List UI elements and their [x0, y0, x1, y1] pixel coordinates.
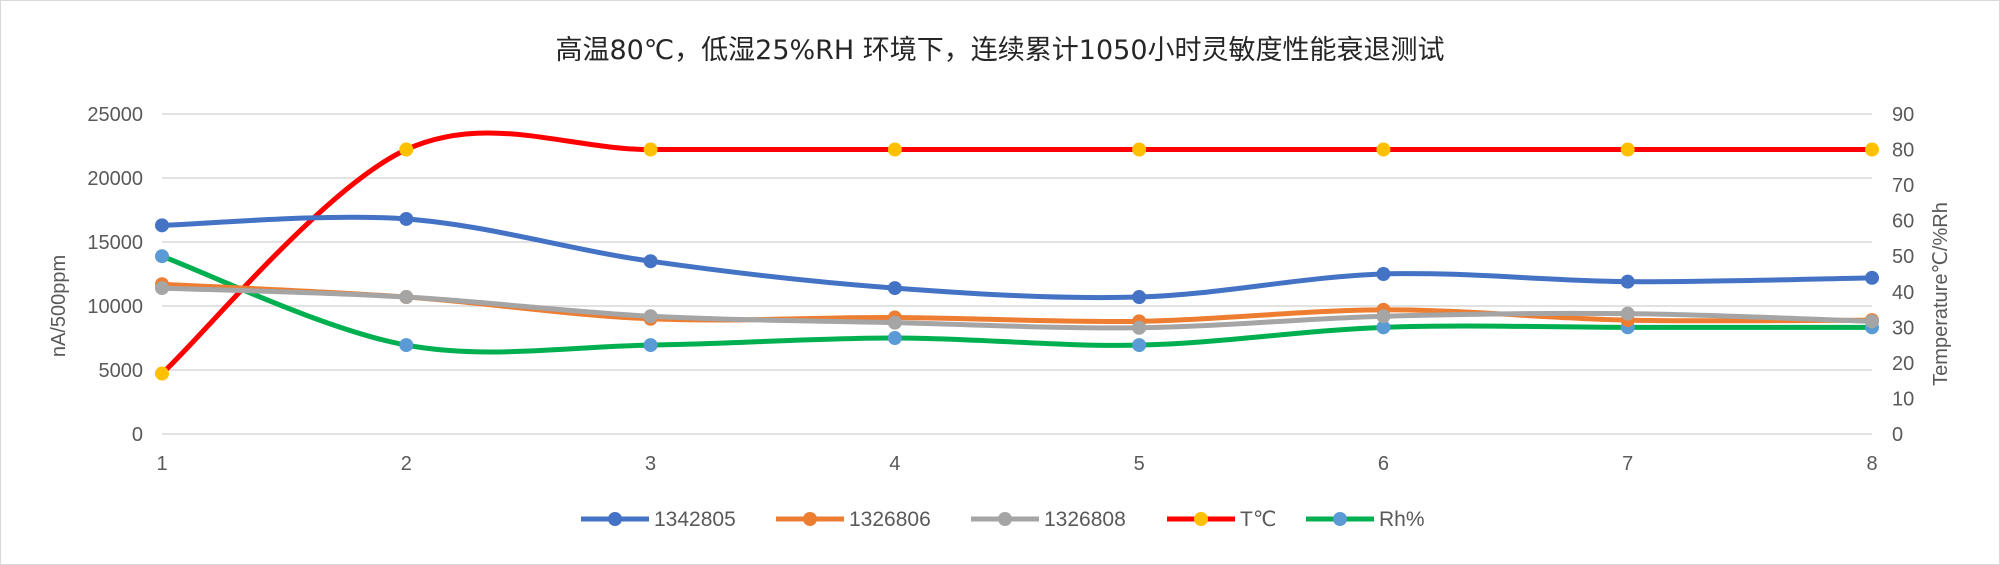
- data-point: [643, 254, 658, 269]
- data-point: [1376, 142, 1391, 157]
- data-point: [887, 281, 902, 296]
- data-point: [155, 281, 169, 296]
- data-point: [643, 142, 658, 157]
- x-tick-label: 5: [1134, 453, 1145, 475]
- data-point: [1865, 142, 1879, 157]
- legend-marker: [1194, 512, 1208, 526]
- right-tick-label: 20: [1892, 353, 1914, 375]
- data-point: [643, 338, 658, 353]
- data-point: [887, 315, 902, 330]
- x-tick-label: 6: [1378, 453, 1389, 475]
- data-point: [1376, 267, 1391, 281]
- x-tick-label: 3: [645, 453, 656, 475]
- legend-marker: [1333, 512, 1347, 526]
- x-axis-ticks: 1 2 3 4 5 6 7 8: [156, 453, 1877, 475]
- gridlines: [162, 113, 1872, 435]
- data-point: [1620, 306, 1635, 321]
- series-line: [159, 214, 1875, 301]
- series-4: [155, 130, 1879, 381]
- data-point: [1132, 320, 1147, 335]
- data-point: [399, 142, 414, 157]
- left-axis-title: nA/500ppm: [48, 255, 70, 357]
- right-axis-ticks: 0 10 20 30 40 50 60 70 80 90: [1892, 104, 1914, 446]
- left-tick-label: 15000: [87, 232, 143, 254]
- series-5: [155, 249, 1879, 355]
- left-tick-label: 0: [132, 424, 143, 446]
- x-tick-label: 8: [1866, 453, 1877, 475]
- legend-marker: [998, 512, 1012, 526]
- series-line: [159, 253, 1875, 355]
- data-point: [1865, 314, 1879, 329]
- series-2: [155, 277, 1879, 329]
- legend-label: 1342805: [654, 508, 736, 531]
- data-point: [1132, 338, 1147, 353]
- legend-marker: [803, 512, 817, 526]
- x-tick-label: 7: [1622, 453, 1633, 475]
- right-tick-label: 10: [1892, 388, 1914, 410]
- legend-label: Rh%: [1379, 508, 1425, 531]
- data-point: [1620, 142, 1635, 157]
- data-point: [1132, 290, 1147, 305]
- left-tick-label: 5000: [99, 360, 144, 382]
- series-lines: [155, 130, 1879, 381]
- x-tick-label: 4: [889, 453, 900, 475]
- data-point: [887, 331, 902, 345]
- legend-marker: [608, 512, 622, 526]
- series-line: [159, 285, 1875, 331]
- data-point: [887, 142, 902, 157]
- data-point: [1132, 142, 1147, 157]
- data-point: [1376, 320, 1391, 335]
- data-point: [1376, 309, 1391, 324]
- legend-label: 1326806: [849, 508, 931, 531]
- left-tick-label: 10000: [87, 296, 143, 318]
- right-tick-label: 50: [1892, 246, 1914, 268]
- data-point: [1865, 270, 1879, 285]
- right-tick-label: 0: [1892, 424, 1903, 446]
- right-tick-label: 90: [1892, 104, 1914, 126]
- data-point: [643, 309, 658, 324]
- data-point: [399, 338, 414, 353]
- x-tick-label: 2: [401, 453, 412, 475]
- legend-item: 1326806: [776, 508, 931, 531]
- data-point: [399, 290, 414, 305]
- right-axis-title: Temperature℃/%Rh: [1930, 202, 1952, 386]
- legend-label: T℃: [1240, 508, 1276, 531]
- legend-item: 1326808: [971, 508, 1126, 531]
- legend-item: Rh%: [1306, 508, 1425, 531]
- left-tick-label: 25000: [87, 104, 143, 126]
- x-tick-label: 1: [156, 453, 167, 475]
- right-tick-label: 30: [1892, 317, 1914, 339]
- series-1: [155, 211, 1879, 305]
- right-tick-label: 70: [1892, 175, 1914, 197]
- data-point: [155, 249, 169, 264]
- legend: 1342805 1326806 1326808 T℃ Rh%: [581, 508, 1425, 531]
- right-tick-label: 80: [1892, 140, 1914, 162]
- chart-title: 高温80℃，低湿25%RH 环境下，连续累计1050小时灵敏度性能衰退测试: [555, 35, 1444, 66]
- left-tick-label: 20000: [87, 168, 143, 190]
- right-tick-label: 60: [1892, 211, 1914, 233]
- series-3: [155, 281, 1879, 335]
- data-point: [1620, 274, 1635, 289]
- series-line: [159, 130, 1875, 377]
- legend-label: 1326808: [1044, 508, 1126, 531]
- right-tick-label: 40: [1892, 282, 1914, 304]
- data-point: [155, 366, 169, 381]
- data-point: [399, 211, 414, 226]
- legend-item: 1342805: [581, 508, 736, 531]
- data-point: [155, 218, 169, 233]
- left-axis-ticks: 0 5000 10000 15000 20000 25000: [87, 104, 143, 446]
- legend-item: T℃: [1167, 508, 1276, 531]
